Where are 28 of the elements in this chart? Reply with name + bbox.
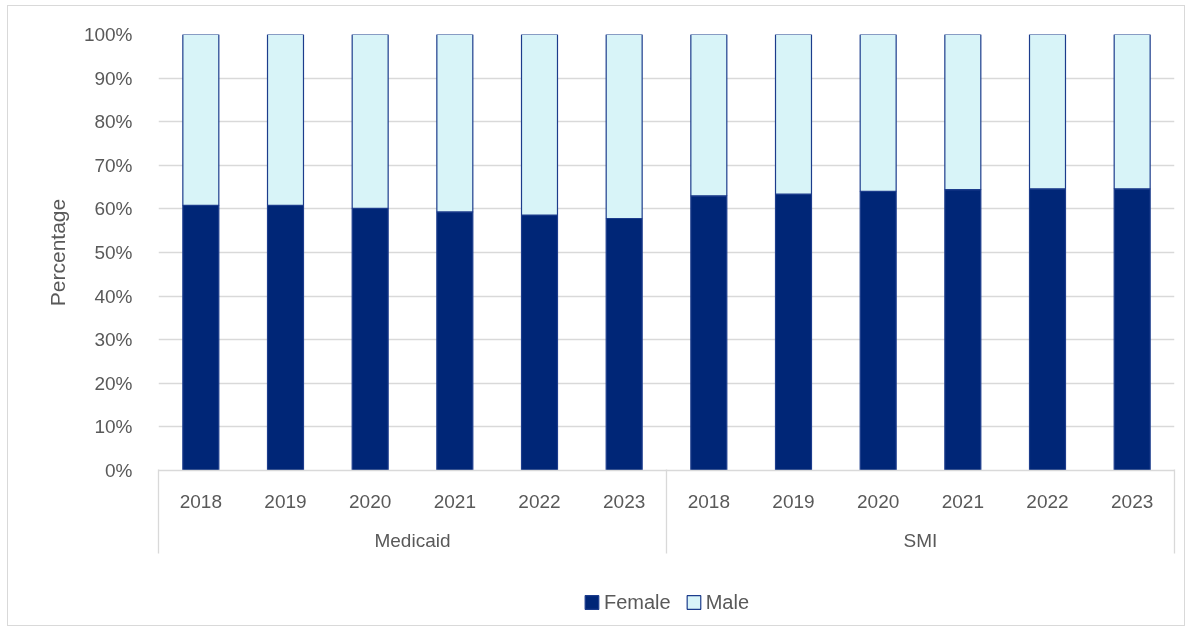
x-tick-label: 2021 xyxy=(941,490,984,512)
y-tick-label: 30% xyxy=(94,329,133,351)
x-tick-label: 2021 xyxy=(433,490,476,512)
y-tick-label: 50% xyxy=(94,242,133,263)
y-tick-label: 80% xyxy=(94,111,133,133)
y-tick-label: 20% xyxy=(94,372,133,394)
x-tick-label: 2023 xyxy=(1111,490,1154,512)
legend-label: Female xyxy=(603,590,671,613)
x-tick-label: 2022 xyxy=(1026,490,1069,512)
x-tick-label: 2022 xyxy=(518,490,561,512)
x-tick-label: 2023 xyxy=(603,490,646,512)
x-tick-label: 2019 xyxy=(772,490,815,512)
x-tick-label: 2018 xyxy=(179,490,222,512)
x-tick-label: 2019 xyxy=(264,490,307,512)
legend-label: Male xyxy=(705,590,750,613)
text: Medicaid xyxy=(374,529,451,551)
y-tick-label: 10% xyxy=(94,416,133,438)
x-tick-label: 2018 xyxy=(687,490,730,512)
y-tick-label: 0% xyxy=(105,460,133,481)
y-tick-label: 90% xyxy=(94,67,133,89)
y-tick-label: 40% xyxy=(94,285,133,307)
x-tick-label: 2020 xyxy=(857,490,900,512)
x-tick-label: 2020 xyxy=(349,490,392,512)
y-tick-label: 100% xyxy=(83,24,133,45)
text: SMI xyxy=(903,529,938,551)
y-axis-title: Percentage xyxy=(45,198,69,307)
y-tick-label: 70% xyxy=(94,154,133,176)
y-tick-label: 60% xyxy=(94,198,133,220)
